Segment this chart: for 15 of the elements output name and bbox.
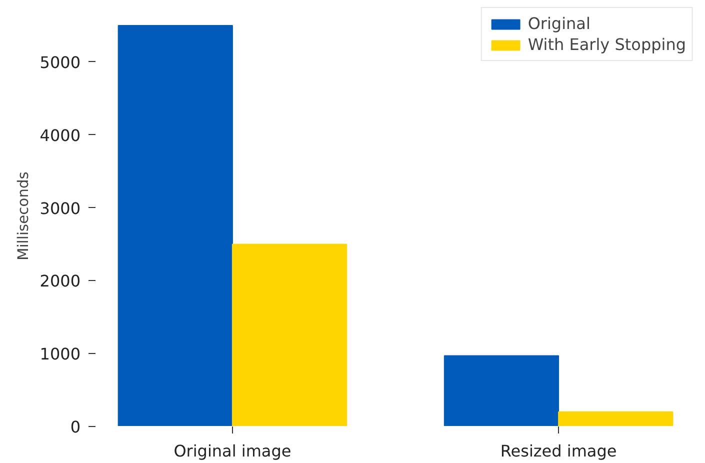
y-axis-title: Milliseconds xyxy=(14,172,32,260)
bar xyxy=(232,244,348,426)
x-tick-label: Resized image xyxy=(500,442,617,460)
y-tick-label: 2000 xyxy=(40,272,80,291)
bar xyxy=(118,25,233,426)
y-tick-label: 4000 xyxy=(40,126,80,145)
x-tick-label: Original image xyxy=(174,442,292,460)
legend-label: Original xyxy=(528,14,590,33)
y-tick-label: 3000 xyxy=(40,198,80,218)
y-tick-label: 1000 xyxy=(40,344,80,364)
bar xyxy=(444,355,560,426)
bar xyxy=(558,411,674,426)
y-tick-label: 5000 xyxy=(40,53,80,72)
legend-label: With Early Stopping xyxy=(528,35,686,54)
y-tick-label: 0 xyxy=(70,418,81,436)
